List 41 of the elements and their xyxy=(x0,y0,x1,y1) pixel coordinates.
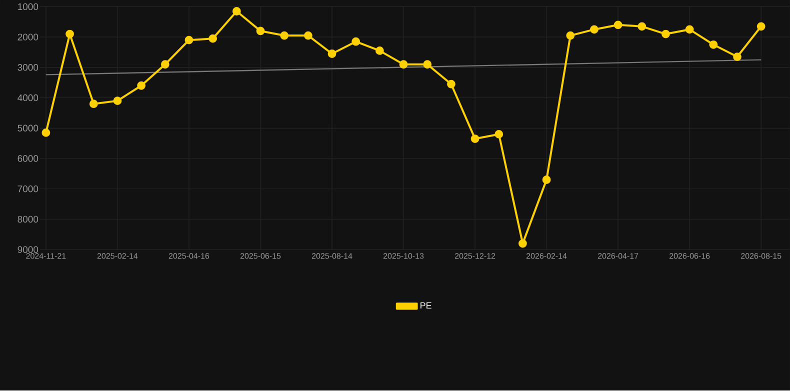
y-tick-label: 9000 xyxy=(18,246,38,254)
point xyxy=(733,52,742,62)
legend-label: PE xyxy=(420,302,432,309)
point xyxy=(756,22,766,31)
point xyxy=(137,82,146,90)
point xyxy=(470,134,480,144)
point xyxy=(352,38,360,46)
y-tick-label: 4000 xyxy=(18,94,38,102)
point xyxy=(328,50,336,58)
y-tick-label: 1000 xyxy=(18,4,38,10)
point xyxy=(662,30,670,38)
y-tick-label: 8000 xyxy=(18,216,38,223)
point xyxy=(399,60,408,69)
point xyxy=(709,40,718,50)
point xyxy=(184,36,194,45)
y-tick-label: 3000 xyxy=(18,64,38,72)
y-tick-label: 6000 xyxy=(18,155,38,162)
y-tick-label: 7000 xyxy=(18,186,38,192)
point xyxy=(208,34,218,44)
point xyxy=(280,32,289,40)
point xyxy=(590,26,598,34)
point xyxy=(42,128,50,138)
point xyxy=(566,32,575,40)
point xyxy=(423,60,432,69)
point xyxy=(375,46,384,56)
point xyxy=(304,32,312,40)
point xyxy=(160,60,170,69)
point xyxy=(542,176,551,184)
point xyxy=(614,20,622,30)
point xyxy=(494,130,504,139)
point xyxy=(256,27,265,36)
point xyxy=(113,96,122,106)
point xyxy=(518,240,527,248)
y-tick-label: 2000 xyxy=(18,34,38,41)
point xyxy=(66,30,74,38)
point xyxy=(638,22,646,31)
y-tick-label: 5000 xyxy=(18,125,38,132)
point xyxy=(232,7,241,16)
point xyxy=(89,100,98,108)
point xyxy=(685,26,694,34)
point xyxy=(447,80,456,89)
